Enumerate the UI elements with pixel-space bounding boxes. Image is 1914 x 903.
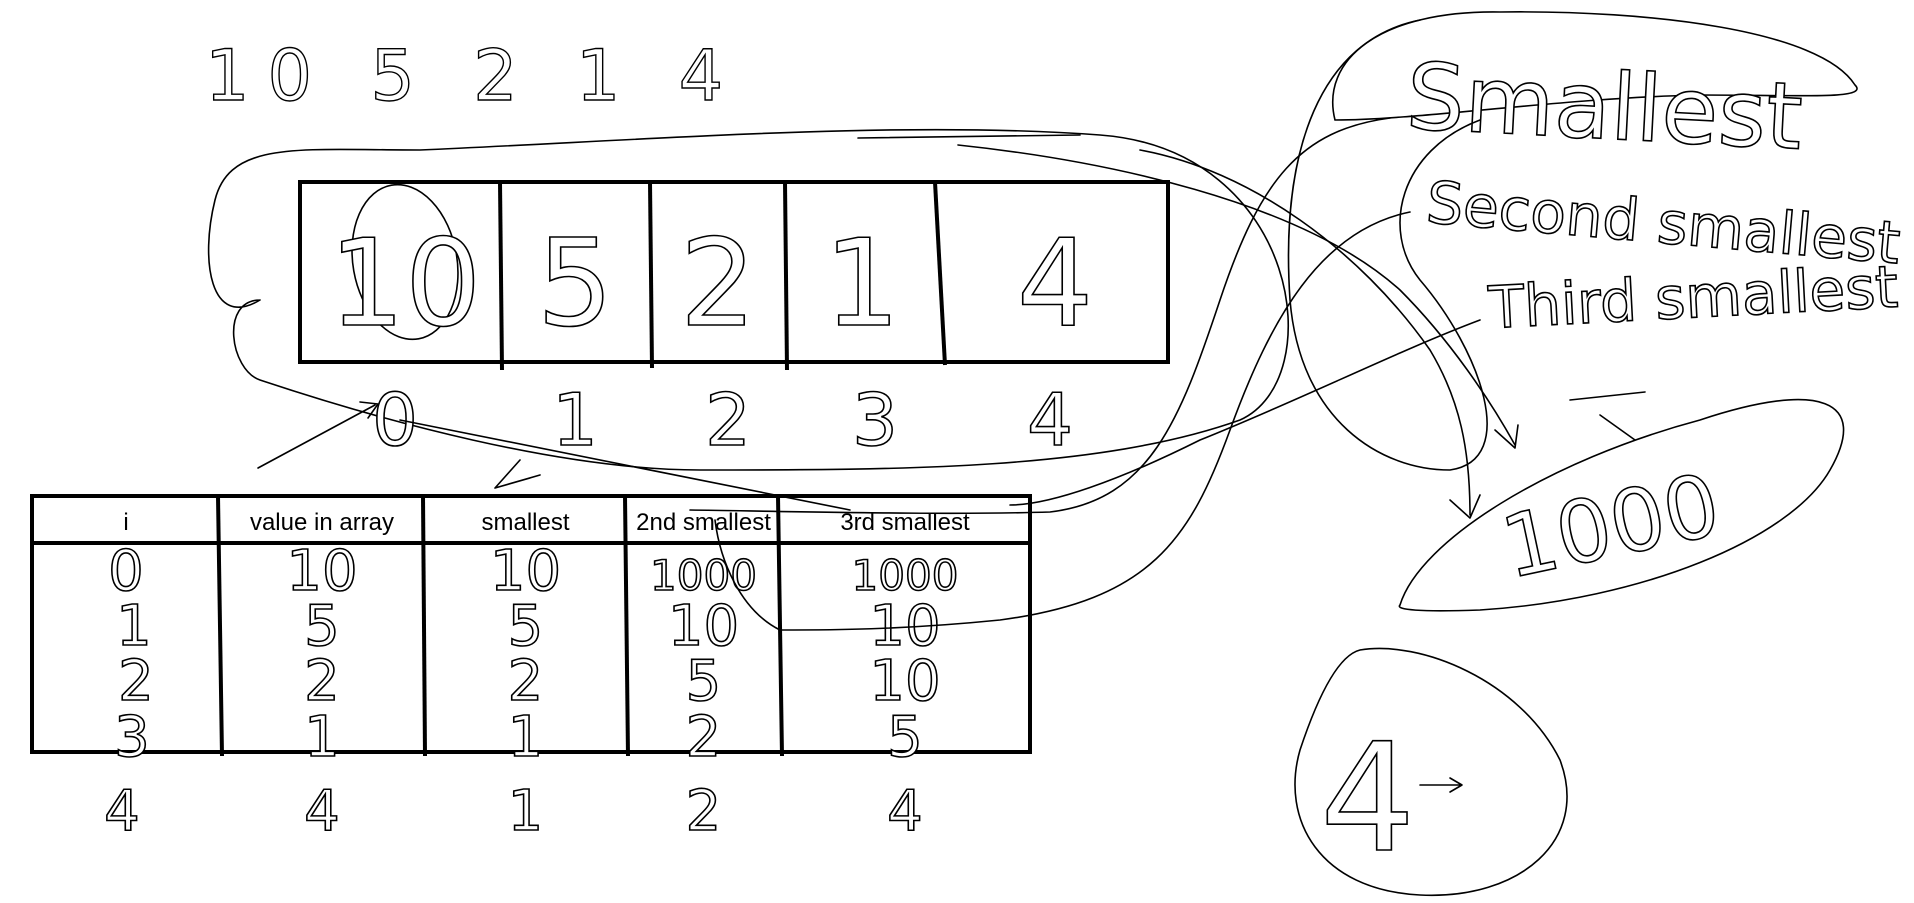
- initial-value-label: 1000: [1494, 455, 1729, 598]
- array-cell-value: 10: [329, 215, 482, 354]
- array-index: 3: [852, 378, 898, 462]
- third-smallest-label: Third smallest: [1486, 253, 1900, 342]
- result-label: 4: [1320, 712, 1415, 886]
- arrow-smallest-to-table: [689, 117, 1391, 515]
- table-cell: 1: [508, 705, 544, 770]
- array-index: 2: [705, 378, 751, 462]
- arrow-index-to-table: [399, 419, 851, 511]
- array-values: 10 5 2 1 4: [328, 214, 1094, 355]
- table-cell: 1: [304, 705, 340, 770]
- top-sequence: 10 5 2 1 4: [205, 35, 741, 117]
- array-index: 1: [552, 378, 598, 462]
- table-cell: 5: [304, 594, 340, 659]
- table-divider: [216, 495, 224, 757]
- table-cell: 2: [118, 649, 154, 714]
- array-divider: [783, 181, 789, 371]
- table-header-cell: 2nd smallest: [636, 509, 771, 536]
- table-cell: 4: [887, 779, 923, 844]
- table-border: [30, 494, 1032, 754]
- table-cell: 2: [686, 779, 722, 844]
- array-cell-value: 2: [680, 215, 756, 354]
- array-index: 0: [372, 378, 418, 462]
- table-divider: [623, 495, 630, 757]
- check-mark-icon: [494, 459, 541, 489]
- circle-mark: [351, 183, 459, 341]
- table-cell: 4: [104, 779, 140, 844]
- arrow-second-to-table: [714, 211, 1411, 631]
- table-cell: 10: [668, 594, 739, 659]
- table-cell: 5: [686, 649, 722, 714]
- table-cell: 10: [490, 539, 561, 604]
- table-divider: [776, 495, 784, 757]
- table-cell: 1: [116, 594, 152, 659]
- initial-value-oval: [1398, 398, 1845, 612]
- array-indices: 0 1 2 3 4: [371, 377, 1073, 463]
- array-index: 4: [1027, 378, 1073, 462]
- table-header-cell: i: [123, 509, 128, 536]
- table-header-cell: smallest: [481, 509, 569, 536]
- arrow-icon: [1419, 777, 1463, 793]
- table-cell: 1000: [650, 551, 757, 600]
- array-cell-value: 4: [1017, 215, 1093, 354]
- table-cell: 3: [114, 705, 150, 770]
- tracking-table: [30, 494, 1032, 757]
- array-lasso: [207, 128, 1289, 471]
- table-cell: 10: [286, 539, 357, 604]
- ink-mark: [1569, 391, 1646, 441]
- array-divider: [648, 181, 654, 369]
- arrow-array-to-initial-2: [1139, 149, 1481, 519]
- array-cell-value: 5: [537, 215, 613, 354]
- arrow-third-to-table: [1009, 319, 1481, 506]
- table-cell: 2: [686, 705, 722, 770]
- array-divider: [498, 181, 504, 371]
- table-cell: 2: [508, 649, 544, 714]
- table-cell: 1000: [852, 551, 959, 600]
- arrow-array-to-initial: [857, 134, 1519, 449]
- table-cell: 4: [304, 779, 340, 844]
- array-border: [298, 180, 1170, 364]
- labels-lasso: [1287, 19, 1488, 471]
- table-cell: 5: [508, 594, 544, 659]
- array-cell-value: 1: [824, 215, 900, 354]
- table-cell: 0: [108, 539, 144, 604]
- table-cell: 1: [508, 779, 544, 844]
- table-header-cell: value in array: [250, 509, 394, 536]
- array: [298, 180, 1170, 371]
- table-cell: 10: [869, 649, 940, 714]
- table-cell: 2: [304, 649, 340, 714]
- table-cell: 5: [887, 705, 923, 770]
- smallest-label: Smallest: [1404, 43, 1805, 171]
- result-oval: [1294, 647, 1568, 897]
- array-divider: [933, 181, 947, 366]
- arrow-icon: [257, 401, 379, 469]
- table-divider: [421, 495, 427, 757]
